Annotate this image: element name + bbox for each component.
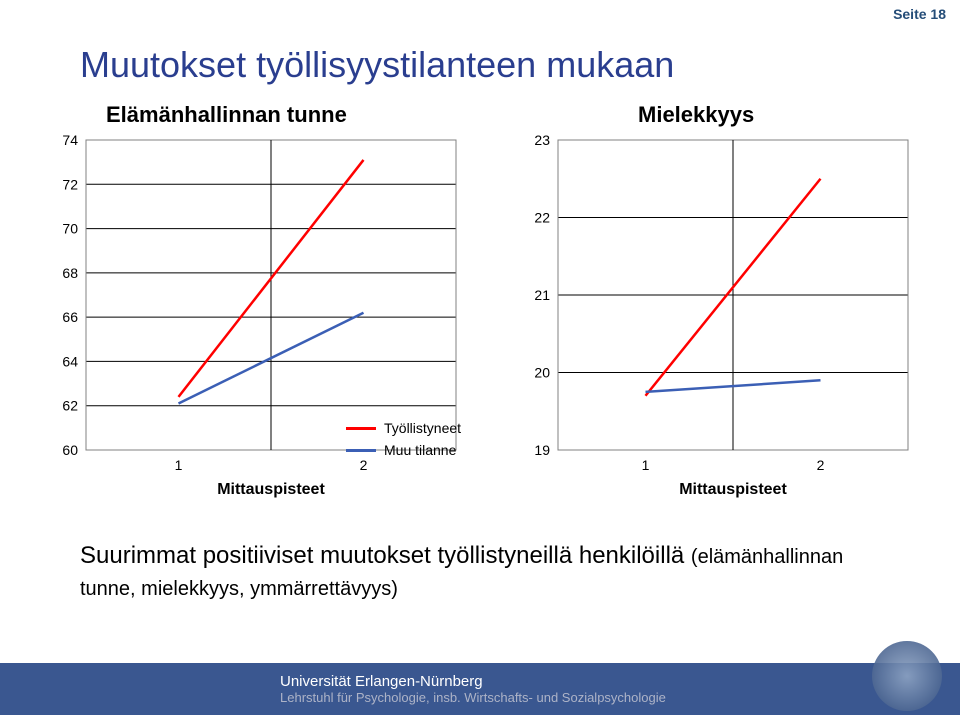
svg-text:60: 60 xyxy=(62,442,78,458)
svg-text:Mittauspisteet: Mittauspisteet xyxy=(679,481,787,498)
footer-university: Universität Erlangen-Nürnberg xyxy=(280,673,960,690)
svg-text:19: 19 xyxy=(534,442,550,458)
svg-text:23: 23 xyxy=(534,132,550,148)
svg-text:22: 22 xyxy=(534,210,550,226)
footer-department: Lehrstuhl für Psychologie, insb. Wirtsch… xyxy=(280,690,960,705)
svg-text:68: 68 xyxy=(62,265,78,281)
page-title: Muutokset työllisyystilanteen mukaan xyxy=(80,44,674,86)
legend-label: Muu tilanne xyxy=(384,442,456,458)
svg-text:Mittauspisteet: Mittauspisteet xyxy=(217,481,325,498)
svg-text:64: 64 xyxy=(62,353,78,369)
chart-right: 19 20 21 22 23 1 2 Mittauspisteet xyxy=(518,120,918,510)
chart-legend: Työllistyneet Muu tilanne xyxy=(346,420,461,464)
svg-text:66: 66 xyxy=(62,309,78,325)
legend-swatch xyxy=(346,427,376,430)
svg-text:1: 1 xyxy=(175,457,183,473)
svg-text:72: 72 xyxy=(62,176,78,192)
legend-swatch xyxy=(346,449,376,452)
svg-text:21: 21 xyxy=(534,287,550,303)
legend-item: Työllistyneet xyxy=(346,420,461,436)
svg-text:70: 70 xyxy=(62,221,78,237)
legend-item: Muu tilanne xyxy=(346,442,461,458)
svg-text:20: 20 xyxy=(534,365,550,381)
svg-text:74: 74 xyxy=(62,132,78,148)
footnote-main: Suurimmat positiiviset muutokset työllis… xyxy=(80,542,684,569)
university-seal-icon xyxy=(872,641,942,711)
page-number: Seite 18 xyxy=(893,6,946,22)
svg-text:1: 1 xyxy=(642,457,650,473)
footer-bar: Universität Erlangen-Nürnberg Lehrstuhl … xyxy=(0,663,960,715)
svg-text:2: 2 xyxy=(817,457,825,473)
svg-text:62: 62 xyxy=(62,398,78,414)
legend-label: Työllistyneet xyxy=(384,420,461,436)
footnote: Suurimmat positiiviset muutokset työllis… xyxy=(80,540,860,605)
